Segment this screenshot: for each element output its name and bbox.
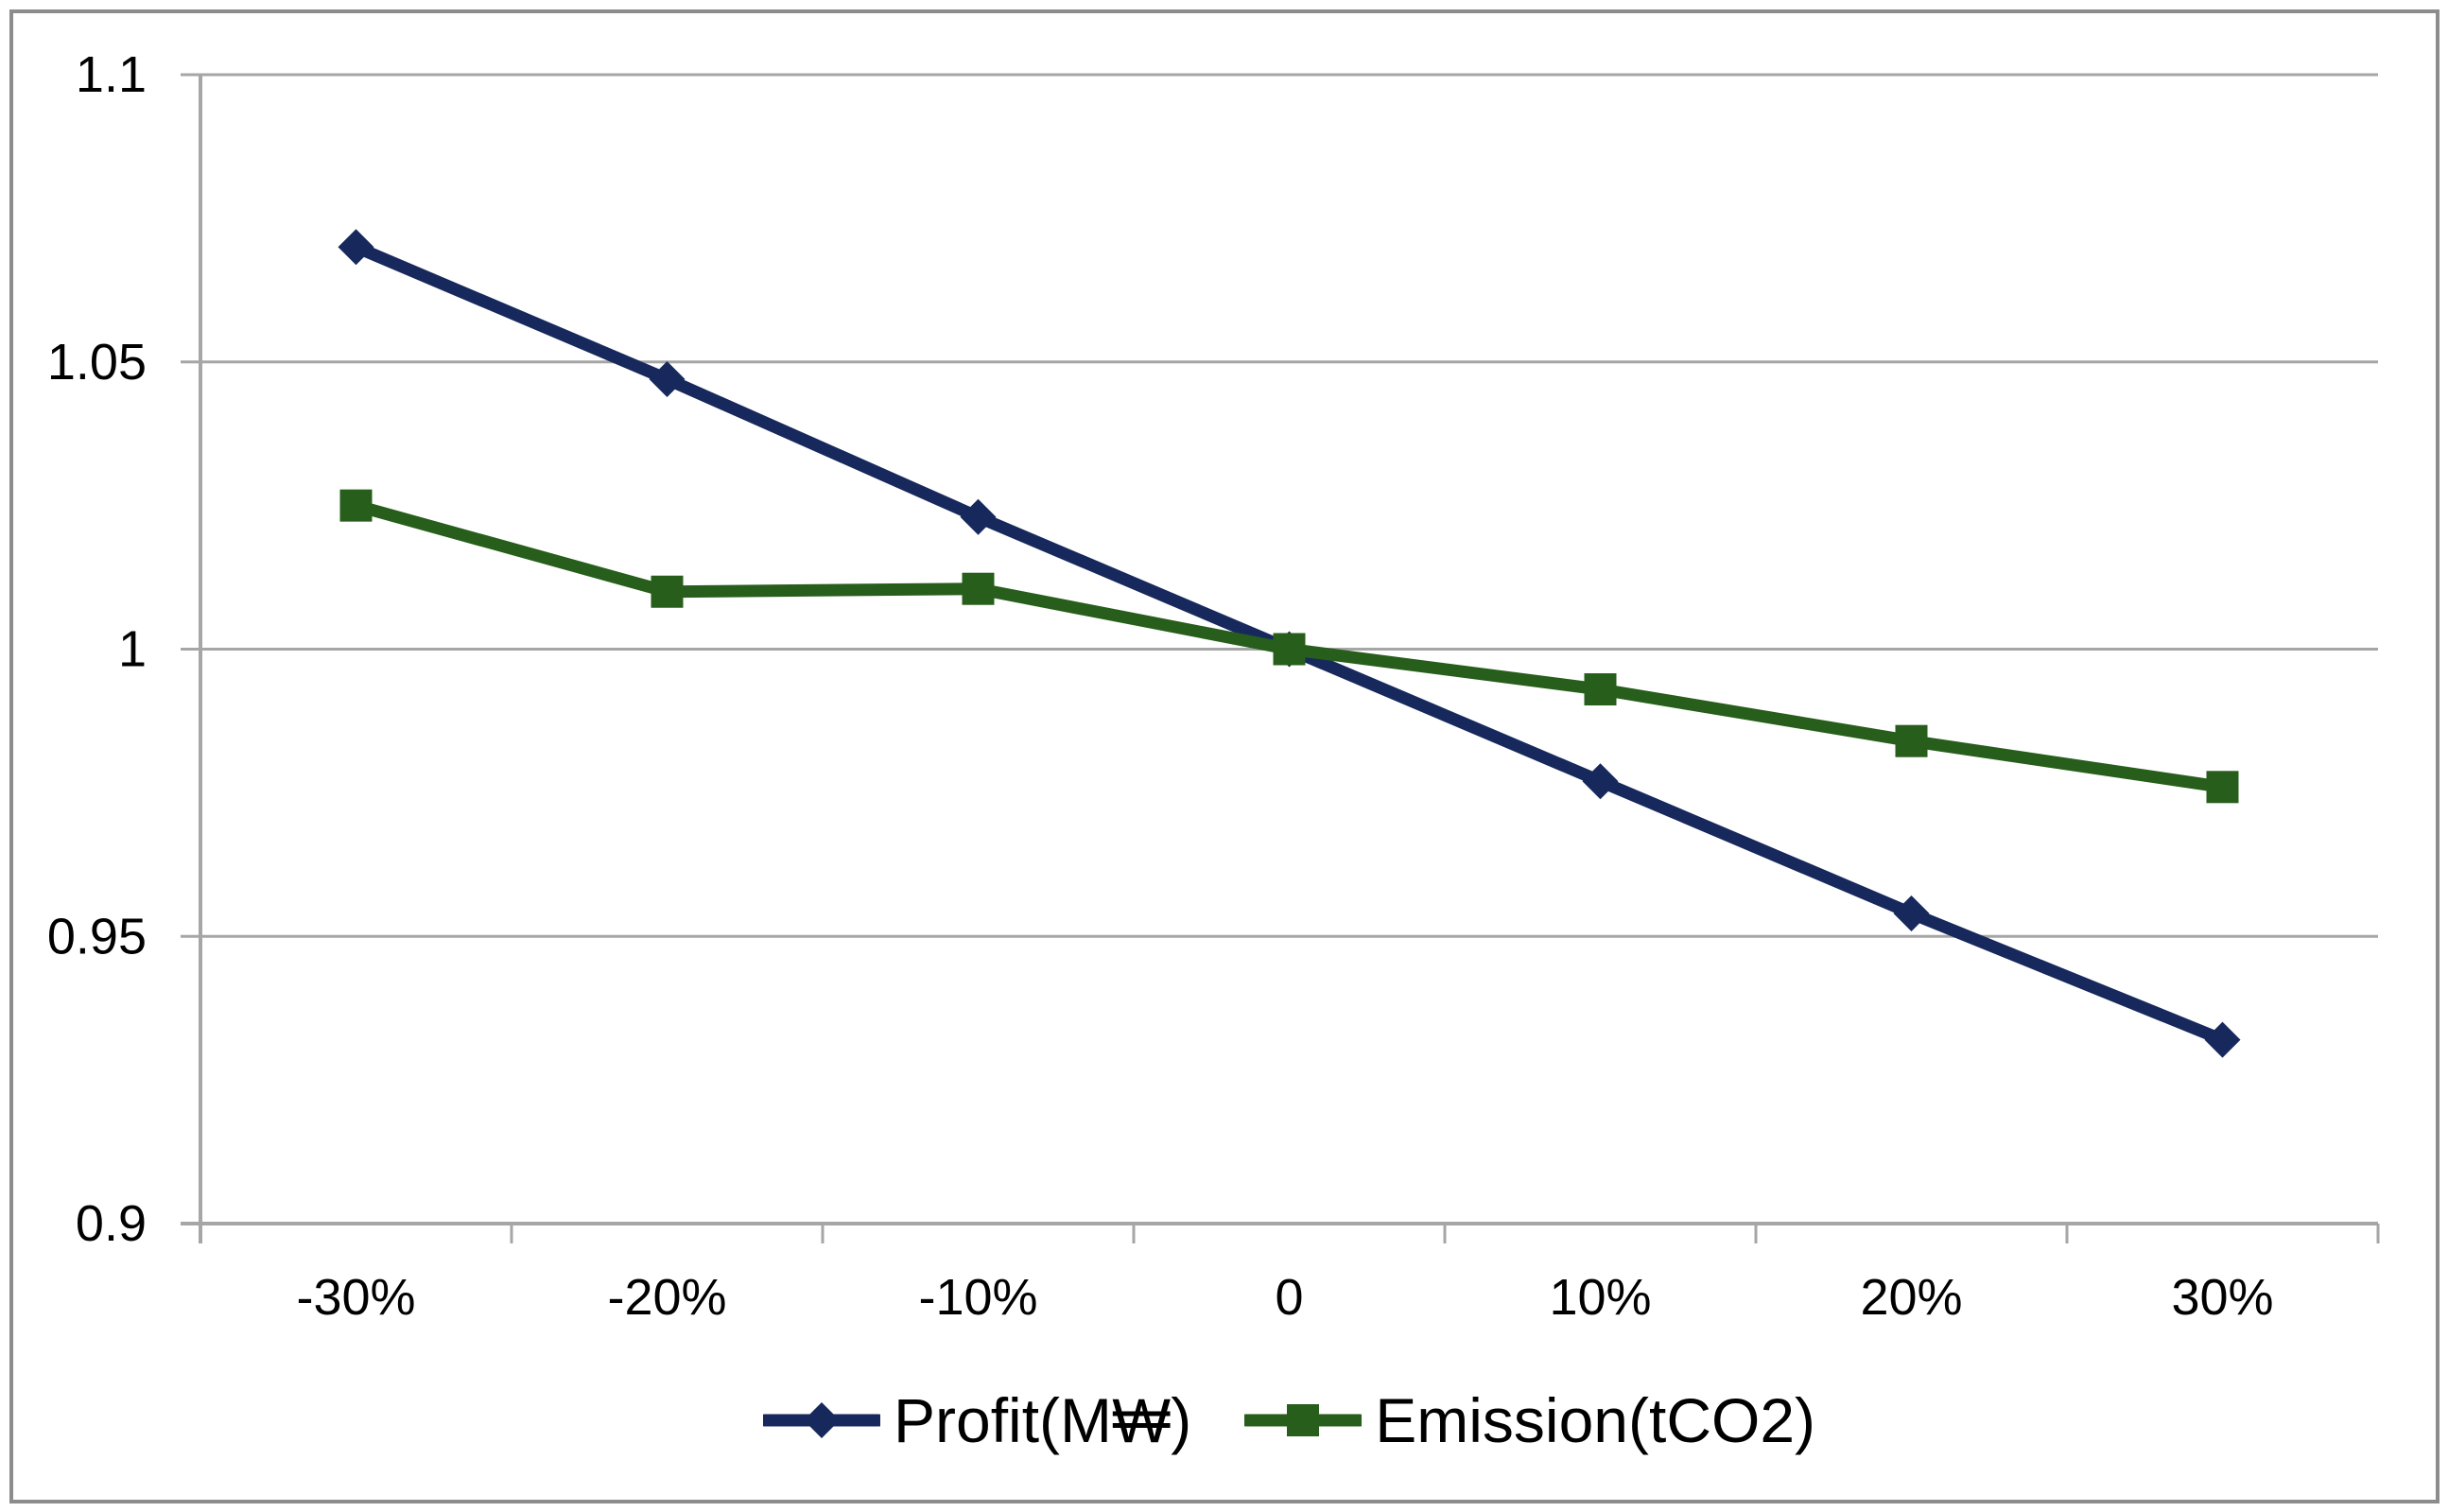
emission-marker [2206,771,2239,804]
x-axis-label: 30% [2171,1269,2273,1326]
x-axis-label: -20% [607,1269,726,1326]
legend-label-profit: Profit(M₩) [893,1385,1192,1455]
x-axis-label: -10% [918,1269,1037,1326]
y-axis-label: 1 [118,621,147,678]
emission-marker [339,489,373,522]
profit-line-marker-icon [762,1402,880,1438]
emission-marker [651,575,684,608]
y-axis-label: 1.05 [47,334,147,391]
x-axis-label: 20% [1860,1269,1962,1326]
x-axis-label: 10% [1549,1269,1651,1326]
profit-marker [649,360,686,397]
profit-marker [960,498,997,535]
emission-marker [1584,673,1617,706]
emission-marker [1895,724,1928,757]
profit-marker [338,229,374,266]
profit-marker [1893,895,1930,931]
chart-legend: Profit(M₩) Emission(tCO2) [200,1382,2378,1458]
profit-marker [1582,763,1619,800]
x-axis-label: 0 [1275,1269,1303,1326]
x-axis: -30% -20% -10% 0 10% 20% 30% [181,1222,2380,1326]
y-axis-label: 0.9 [76,1195,147,1252]
emission-line-marker-icon [1244,1404,1363,1436]
legend-label-emission: Emission(tCO2) [1375,1385,1816,1455]
legend-item-profit: Profit(M₩) [762,1384,1192,1456]
emission-marker [1273,633,1306,666]
y-axis: 1.1 1.05 1 0.95 0.9 [47,46,202,1252]
y-axis-label: 0.95 [47,908,147,965]
series-emission [339,489,2239,804]
y-axis-label: 1.1 [76,46,147,103]
emission-marker [962,572,995,605]
x-axis-label: -30% [296,1269,415,1326]
legend-item-emission: Emission(tCO2) [1244,1384,1815,1456]
profit-marker [2204,1021,2241,1058]
